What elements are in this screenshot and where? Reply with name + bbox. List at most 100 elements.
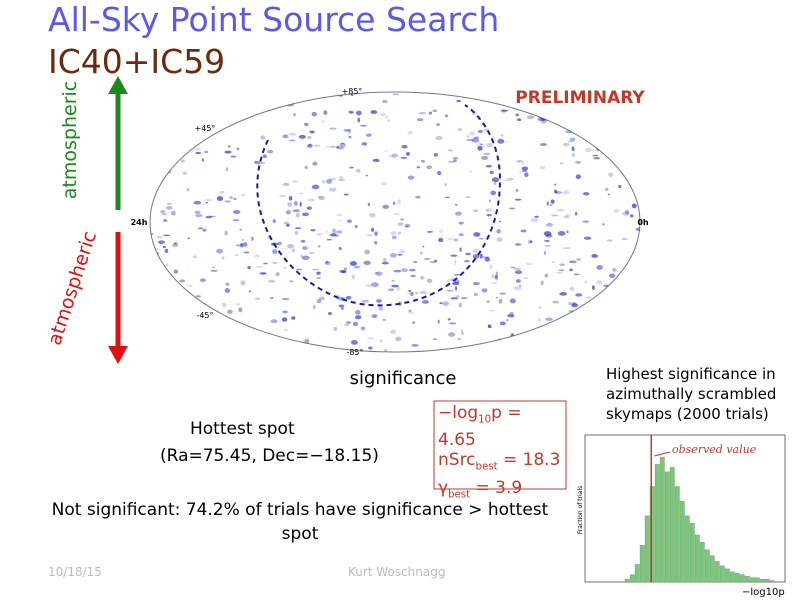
speckle-dot — [162, 234, 171, 237]
speckle-dot — [247, 265, 251, 269]
speckle-dot — [407, 175, 415, 180]
speckle-dot — [282, 134, 289, 139]
histogram-bar — [664, 471, 670, 583]
text: −log — [438, 403, 479, 423]
speckle-dot — [371, 313, 379, 317]
speckle-dot — [569, 286, 575, 291]
speckle-dot — [515, 113, 520, 117]
footer-author: Kurt Woschnagg — [348, 565, 446, 579]
speckle-dot — [438, 237, 444, 243]
speckle-dot — [270, 319, 278, 324]
histogram-bar — [719, 565, 725, 583]
dec-label: -45° — [196, 311, 213, 320]
speckle-dot — [150, 233, 154, 235]
speckle-dot — [457, 127, 463, 132]
speckle-dot — [219, 191, 225, 194]
speckle-dot — [412, 321, 415, 324]
speckle-dot — [507, 314, 515, 318]
speckle-dot — [577, 330, 586, 334]
speckle-dot — [257, 162, 266, 164]
text: = 18.3 — [497, 450, 561, 471]
speckle-dot — [543, 250, 546, 256]
speckle-dot — [415, 292, 418, 295]
speckle-dot — [397, 231, 401, 235]
speckle-dot — [426, 165, 433, 170]
speckle-dot — [176, 123, 179, 127]
speckle-dot — [447, 149, 454, 152]
speckle-dot — [584, 280, 587, 284]
speckle-dot — [436, 123, 440, 126]
speckle-dot — [318, 296, 325, 301]
speckle-dot — [363, 260, 371, 265]
speckle-dot — [298, 134, 306, 139]
speckle-dot — [616, 318, 624, 324]
speckle-dot — [452, 281, 460, 286]
speckle-dot — [150, 92, 155, 95]
speckle-dot — [221, 255, 225, 260]
speckle-dot — [571, 303, 579, 308]
speckle-dot — [540, 119, 547, 124]
speckle-dot — [473, 292, 478, 297]
speckle-dot — [618, 184, 622, 189]
speckle-dot — [553, 183, 557, 186]
speckle-dot — [332, 228, 337, 234]
speckle-dot — [450, 297, 458, 300]
conclusion: Not significant: 74.2% of trials have si… — [51, 500, 549, 544]
speckle-dot — [195, 100, 199, 105]
speckle-dot — [529, 240, 533, 243]
speckle-dot — [150, 330, 152, 333]
speckle-dot — [173, 242, 178, 245]
histogram-bar — [669, 467, 675, 583]
speckle-dot — [345, 321, 352, 324]
speckle-dot — [521, 162, 524, 165]
speckle-dot — [622, 341, 627, 346]
speckle-dot — [172, 92, 180, 95]
speckle-dot — [179, 279, 186, 283]
speckle-dot — [330, 233, 337, 237]
speckle-dot — [175, 286, 180, 291]
speckle-dot — [444, 183, 447, 187]
speckle-dot — [295, 268, 303, 271]
speckle-dot — [223, 324, 231, 327]
speckle-dot — [391, 153, 398, 158]
dec-label: +45° — [195, 124, 216, 133]
speckle-dot — [339, 143, 346, 148]
speckle-dot — [502, 179, 510, 182]
speckle-dot — [592, 154, 599, 157]
speckle-dot — [166, 206, 173, 210]
speckle-dot — [315, 232, 323, 236]
speckle-dot — [444, 114, 449, 118]
speckle-dot — [326, 179, 333, 184]
speckle-dot — [205, 202, 208, 204]
histogram-bar — [689, 523, 695, 583]
speckle-dot — [218, 108, 222, 112]
speckle-dot — [593, 157, 601, 160]
speckle-dot — [445, 196, 450, 199]
results-box — [433, 400, 567, 490]
histogram-bar — [769, 580, 775, 583]
speckle-dot — [600, 140, 608, 144]
speckle-dot — [506, 319, 509, 322]
speckle-dot — [585, 296, 592, 299]
speckle-dot — [543, 327, 547, 330]
speckle-dot — [367, 337, 375, 340]
speckle-dot — [349, 166, 354, 169]
speckle-dot — [240, 280, 246, 286]
speckle-dot — [379, 339, 383, 343]
speckle-dot — [340, 306, 344, 310]
speckle-dot — [311, 268, 320, 271]
speckle-dot — [339, 175, 344, 181]
speckle-dot — [572, 301, 576, 306]
text: γ — [438, 477, 449, 498]
speckle-dot — [180, 159, 185, 163]
speckle-dot — [621, 211, 630, 216]
speckle-dot — [364, 249, 371, 255]
speckle-dot — [627, 333, 635, 337]
speckle-dot — [243, 251, 250, 254]
speckle-dot — [385, 115, 388, 119]
speckle-dot — [300, 239, 306, 243]
speckle-dot — [489, 264, 493, 269]
speckle-dot — [499, 292, 507, 295]
speckle-dot — [626, 273, 633, 276]
